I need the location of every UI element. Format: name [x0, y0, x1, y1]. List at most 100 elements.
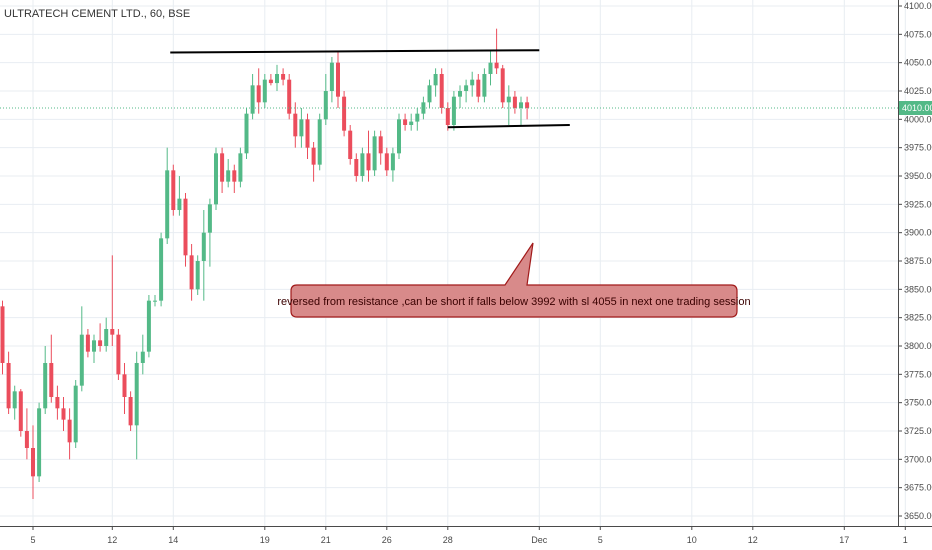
last-price-label-bg	[899, 101, 932, 115]
y-tick-label: 3775.00	[904, 369, 932, 379]
y-tick-label: 3950.00	[904, 171, 932, 181]
candle	[445, 102, 450, 131]
candle-body	[140, 351, 145, 363]
x-tick-label: 28	[443, 535, 453, 545]
candle-body	[445, 108, 450, 125]
candle-body	[195, 261, 200, 290]
x-tick-label: 26	[382, 535, 392, 545]
candle-body	[49, 363, 54, 397]
candle	[244, 108, 249, 159]
y-tick-label: 3925.00	[904, 199, 932, 209]
candle	[458, 85, 462, 108]
candle	[49, 334, 54, 403]
candle-body	[464, 85, 469, 91]
candle-body	[18, 391, 23, 431]
candle-body	[128, 397, 133, 426]
candle	[360, 147, 365, 182]
x-tick-label: Dec	[531, 535, 548, 545]
candle	[214, 147, 218, 210]
candle-body	[177, 198, 182, 210]
annotation: reversed from resistance ,can be short i…	[277, 242, 751, 318]
candle-body	[238, 153, 243, 182]
candle-body	[110, 329, 115, 335]
candle-body	[500, 68, 505, 103]
candle	[384, 147, 389, 176]
candle	[397, 113, 401, 159]
y-tick-label: 4050.00	[904, 58, 932, 68]
candle	[451, 91, 456, 131]
candle-body	[183, 198, 188, 256]
candle-body	[360, 153, 365, 176]
candle	[506, 85, 511, 125]
candle	[305, 113, 310, 159]
candle	[226, 159, 231, 188]
candle-body	[0, 306, 5, 363]
candle	[439, 68, 444, 114]
candle	[92, 334, 96, 363]
candle	[262, 74, 267, 108]
y-tick-label: 4075.00	[904, 29, 932, 39]
candle-body	[415, 113, 420, 122]
candle	[268, 74, 273, 86]
candle	[0, 300, 5, 375]
candle	[299, 108, 304, 148]
candle-body	[122, 374, 127, 397]
candle-body	[37, 408, 42, 477]
resistance-trendline	[170, 49, 540, 54]
candle-body	[476, 79, 481, 97]
candle	[317, 113, 322, 171]
support-trendline	[447, 124, 570, 129]
candle-body	[427, 85, 432, 103]
chart-title: ULTRATECH CEMENT LTD., 60, BSE	[4, 8, 190, 20]
x-tick-label: 10	[687, 535, 697, 545]
candle	[6, 351, 11, 414]
candle	[43, 346, 48, 414]
candle-body	[506, 96, 511, 103]
candle	[207, 198, 212, 267]
candle-body	[61, 408, 66, 420]
candle	[336, 51, 340, 108]
x-tick-label: 12	[107, 535, 117, 545]
candle	[159, 232, 164, 307]
y-tick-label: 4100.00	[904, 1, 932, 11]
x-tick-label: 19	[260, 535, 270, 545]
candle-body	[378, 136, 383, 154]
x-tick-label: 12	[748, 535, 758, 545]
candle-body	[293, 113, 298, 137]
candle	[519, 96, 523, 125]
candle-body	[275, 74, 279, 84]
candle-body	[342, 96, 347, 131]
candle	[24, 408, 29, 460]
candles	[0, 28, 530, 499]
candle	[73, 380, 78, 448]
candle	[415, 108, 420, 131]
candle-body	[311, 147, 316, 165]
candle-body	[98, 340, 103, 346]
candle-body	[146, 300, 151, 352]
candle-body	[268, 79, 273, 84]
candle	[482, 68, 487, 103]
y-tick-label: 3875.00	[904, 256, 932, 266]
candle	[366, 130, 371, 182]
candle	[256, 68, 261, 114]
candle	[140, 334, 145, 375]
last-price-label: 4010.00	[902, 103, 932, 113]
y-tick-label: 3975.00	[904, 143, 932, 153]
candle	[433, 68, 438, 97]
candle	[488, 51, 493, 86]
annotation-callout	[290, 242, 738, 318]
candle-body	[165, 170, 170, 239]
candle	[31, 425, 35, 499]
candle	[409, 113, 414, 131]
candle-body	[12, 391, 17, 409]
y-tick-label: 4025.00	[904, 86, 932, 96]
candle	[403, 113, 408, 131]
candle-body	[482, 74, 487, 97]
candle-body	[390, 153, 395, 171]
candle-body	[104, 329, 109, 346]
candle-body	[409, 121, 414, 125]
candle	[464, 79, 469, 103]
y-tick-label: 4000.00	[904, 114, 932, 124]
candle-body	[329, 62, 334, 91]
